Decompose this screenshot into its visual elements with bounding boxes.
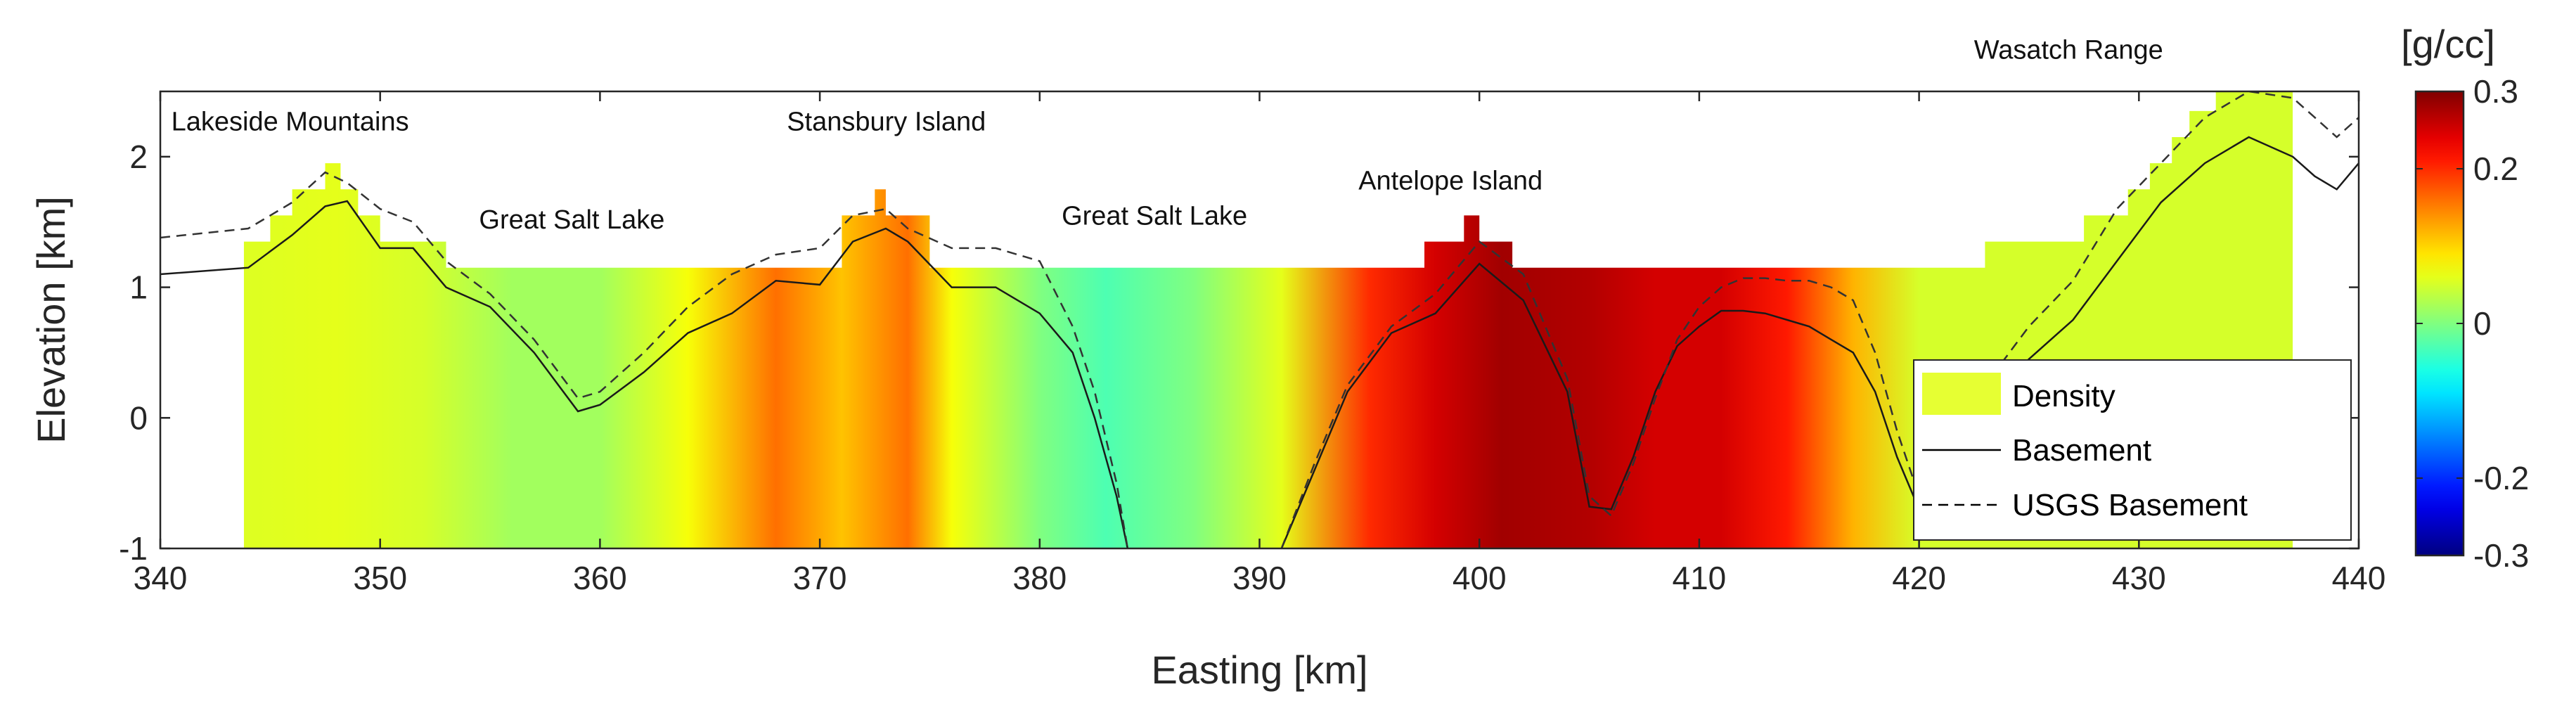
colorbar-ticks: -0.3 -0.2 0 0.2 0.3 [2416,73,2529,574]
x-tick-label: 360 [573,560,627,596]
annotation-label: Lakeside Mountains [172,108,409,137]
colorbar-tick-label: -0.3 [2473,537,2529,574]
legend-density-label: Density [2012,379,2115,413]
colorbar-bar [2414,90,2465,557]
annotation-label: Antelope Island [1358,166,1543,195]
colorbar-tick-label: 0.2 [2473,150,2518,187]
x-tick-label: 420 [1892,560,1946,596]
y-tick-label: 0 [129,399,148,436]
colorbar-tick-label: -0.2 [2473,460,2529,496]
legend-usgs-basement-label: USGS Basement [2012,488,2248,522]
legend-basement-label: Basement [2012,433,2151,468]
colorbar-unit-label: [g/cc] [2401,22,2495,66]
colorbar: -0.3 -0.2 0 0.2 0.3 [g/cc] [2401,22,2529,574]
annotation-label: Wasatch Range [1974,36,2163,65]
usgs-basement-line-center [1280,240,1942,548]
x-tick-label: 380 [1012,560,1067,596]
x-axis-label: Easting [km] [1151,648,1367,692]
basement-line-center [1280,262,1942,548]
annotations: Lakeside Mountains Great Salt Lake Stansbu… [172,36,2163,235]
y-tick-label: -1 [119,530,148,567]
basement-line-west [160,200,1129,548]
x-tick-label: 440 [2332,560,2386,596]
annotation-label: Great Salt Lake [1062,201,1247,231]
annotation-label: Great Salt Lake [479,205,664,235]
x-tick-label: 390 [1232,560,1287,596]
annotation-label: Stansbury Island [787,108,986,137]
usgs-basement-line-west [160,171,1129,548]
legend: Density Basement USGS Basement [1913,359,2352,541]
legend-density-swatch [1922,373,2001,415]
x-tick-label: 410 [1673,560,1727,596]
x-tick-label: 370 [793,560,847,596]
colorbar-tick-label: 0 [2473,305,2492,342]
y-axis-label: Elevation [km] [29,196,73,444]
y-tick-label: 1 [129,269,148,306]
y-axis-ticks: -1 0 1 2 [119,139,2359,567]
x-axis-ticks: 340 350 360 370 380 390 400 410 420 430 440 [134,91,2386,596]
x-tick-label: 340 [134,560,188,596]
colorbar-tick-label: 0.3 [2473,73,2518,110]
x-tick-label: 430 [2112,560,2166,596]
x-tick-label: 350 [353,560,407,596]
y-tick-label: 2 [129,139,148,175]
x-tick-label: 400 [1453,560,1507,596]
usgs-basement-line-east [1940,91,2359,529]
